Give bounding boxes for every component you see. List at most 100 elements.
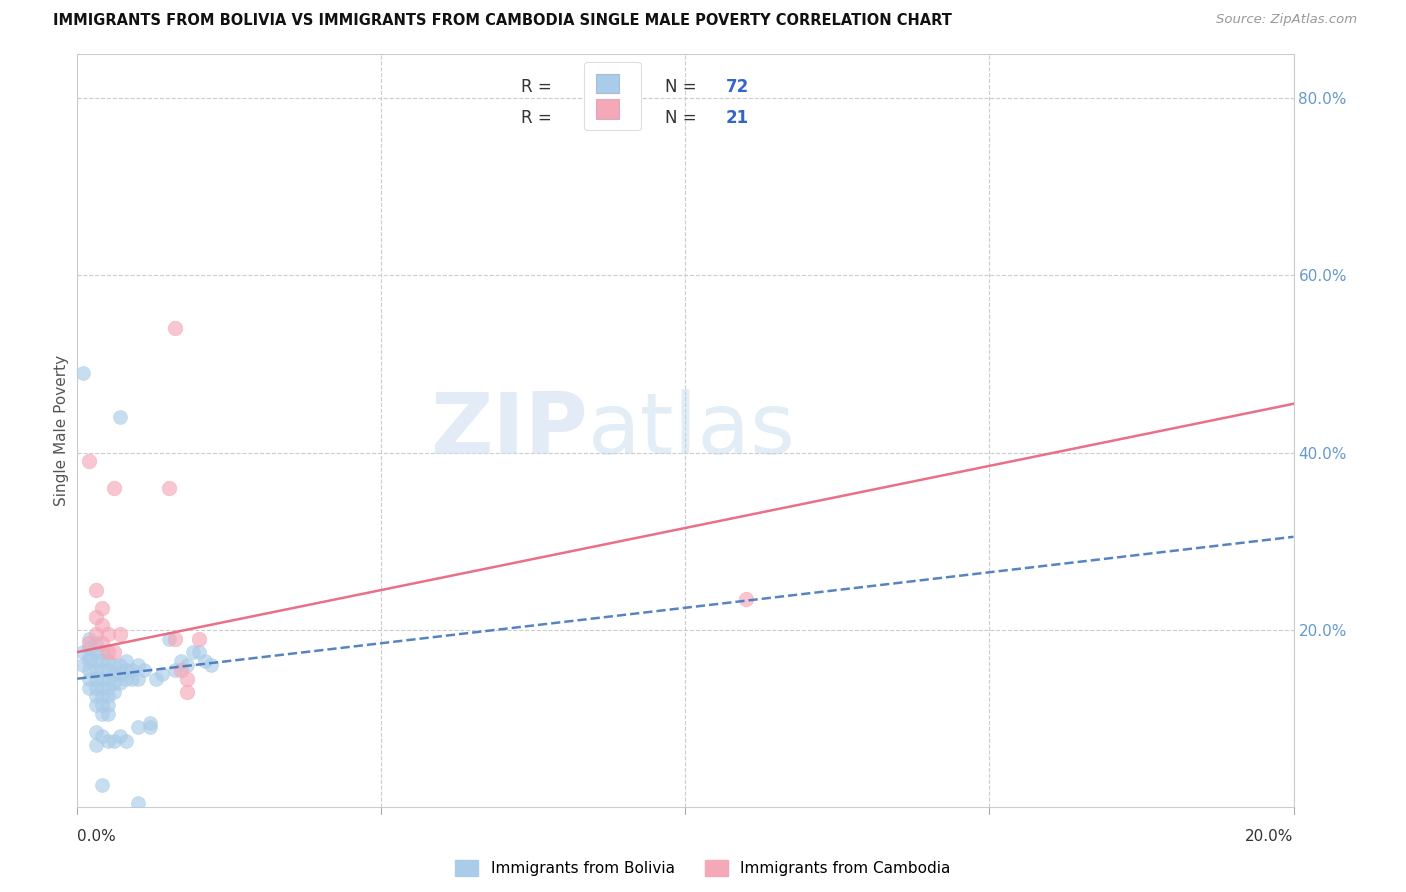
Text: 0.0%: 0.0% bbox=[77, 830, 117, 845]
Point bbox=[97, 733, 120, 747]
Point bbox=[90, 707, 112, 722]
Text: 72: 72 bbox=[725, 78, 749, 96]
Point bbox=[115, 663, 138, 677]
Point bbox=[97, 645, 120, 659]
Text: 21: 21 bbox=[725, 109, 748, 127]
Point bbox=[84, 636, 107, 650]
Text: N =: N = bbox=[665, 109, 702, 127]
Point bbox=[84, 681, 107, 695]
Point bbox=[188, 632, 211, 646]
Point bbox=[84, 738, 107, 752]
Point bbox=[97, 690, 120, 704]
Point bbox=[103, 645, 125, 659]
Point bbox=[90, 636, 112, 650]
Point bbox=[115, 654, 138, 668]
Point bbox=[139, 721, 162, 735]
Text: 20.0%: 20.0% bbox=[1246, 830, 1294, 845]
Point bbox=[84, 724, 107, 739]
Point bbox=[115, 733, 138, 747]
Text: IMMIGRANTS FROM BOLIVIA VS IMMIGRANTS FROM CAMBODIA SINGLE MALE POVERTY CORRELAT: IMMIGRANTS FROM BOLIVIA VS IMMIGRANTS FR… bbox=[53, 13, 952, 29]
Point bbox=[157, 632, 180, 646]
Point bbox=[108, 658, 131, 673]
Point bbox=[103, 685, 125, 699]
Point bbox=[103, 481, 125, 495]
Point bbox=[157, 481, 180, 495]
Point bbox=[97, 627, 120, 641]
Point bbox=[84, 645, 107, 659]
Point bbox=[84, 609, 107, 624]
Point bbox=[200, 658, 222, 673]
Point bbox=[97, 698, 120, 713]
Point bbox=[72, 366, 94, 380]
Point bbox=[176, 658, 198, 673]
Point bbox=[90, 600, 112, 615]
Point bbox=[79, 632, 101, 646]
Point bbox=[127, 658, 149, 673]
Point bbox=[121, 672, 143, 686]
Point bbox=[188, 645, 211, 659]
Point bbox=[108, 667, 131, 681]
Point bbox=[103, 676, 125, 690]
Point bbox=[145, 672, 167, 686]
Point bbox=[84, 663, 107, 677]
Point bbox=[127, 672, 149, 686]
Y-axis label: Single Male Poverty: Single Male Poverty bbox=[53, 355, 69, 506]
Point bbox=[90, 698, 112, 713]
Point bbox=[90, 778, 112, 792]
Point bbox=[97, 707, 120, 722]
Point bbox=[90, 672, 112, 686]
Point bbox=[84, 698, 107, 713]
Point bbox=[79, 649, 101, 664]
Point bbox=[90, 663, 112, 677]
Point bbox=[108, 729, 131, 743]
Point bbox=[79, 636, 101, 650]
Text: 0.330: 0.330 bbox=[585, 109, 631, 127]
Point bbox=[134, 663, 156, 677]
Point bbox=[108, 410, 131, 425]
Point bbox=[90, 729, 112, 743]
Point bbox=[79, 672, 101, 686]
Point bbox=[90, 690, 112, 704]
Point bbox=[176, 685, 198, 699]
Point bbox=[170, 663, 193, 677]
Point bbox=[84, 690, 107, 704]
Point bbox=[84, 582, 107, 597]
Point bbox=[152, 667, 174, 681]
Text: 0.132: 0.132 bbox=[585, 78, 633, 96]
Text: Source: ZipAtlas.com: Source: ZipAtlas.com bbox=[1216, 13, 1357, 27]
Point bbox=[121, 663, 143, 677]
Point bbox=[84, 627, 107, 641]
Point bbox=[79, 654, 101, 668]
Text: atlas: atlas bbox=[588, 389, 796, 472]
Text: R =: R = bbox=[522, 78, 557, 96]
Legend: Immigrants from Bolivia, Immigrants from Cambodia: Immigrants from Bolivia, Immigrants from… bbox=[450, 855, 956, 882]
Point bbox=[90, 654, 112, 668]
Point bbox=[181, 645, 204, 659]
Point bbox=[163, 321, 186, 335]
Point bbox=[79, 640, 101, 655]
Text: ZIP: ZIP bbox=[430, 389, 588, 472]
Text: R =: R = bbox=[522, 109, 557, 127]
Point bbox=[79, 663, 101, 677]
Point bbox=[79, 681, 101, 695]
Point bbox=[72, 645, 94, 659]
Point bbox=[170, 654, 193, 668]
Point bbox=[72, 658, 94, 673]
Point bbox=[84, 672, 107, 686]
Point bbox=[115, 672, 138, 686]
Point bbox=[163, 632, 186, 646]
Point bbox=[103, 667, 125, 681]
Point bbox=[97, 663, 120, 677]
Point bbox=[127, 796, 149, 810]
Point bbox=[108, 627, 131, 641]
Point bbox=[127, 721, 149, 735]
Point bbox=[103, 658, 125, 673]
Point bbox=[90, 681, 112, 695]
Point bbox=[90, 618, 112, 632]
Point bbox=[97, 681, 120, 695]
Point bbox=[163, 663, 186, 677]
Point bbox=[194, 654, 217, 668]
Point bbox=[176, 672, 198, 686]
Point bbox=[84, 654, 107, 668]
Point bbox=[735, 591, 758, 606]
